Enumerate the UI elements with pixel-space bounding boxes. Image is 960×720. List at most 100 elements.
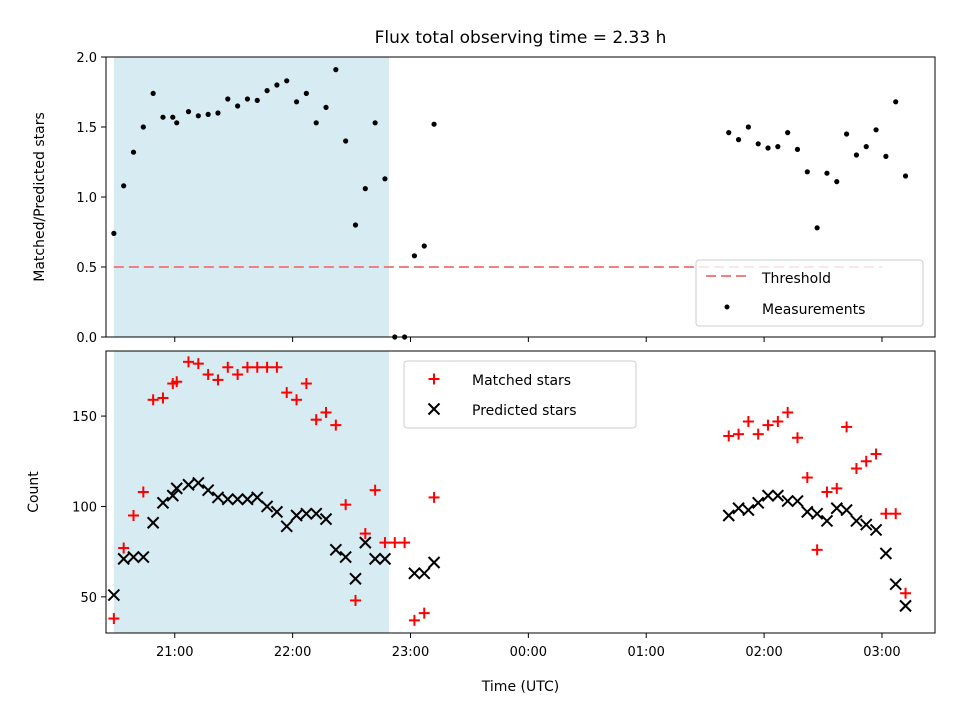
predicted-star-point (117, 552, 130, 566)
predicted-star-point (107, 588, 121, 602)
matched-star-point (192, 358, 204, 370)
measurement-point (873, 127, 879, 133)
x-tick-label: 03:00 (863, 645, 900, 660)
matched-star-point (340, 499, 352, 511)
measurement-point (195, 113, 201, 119)
matched-star-point (349, 594, 361, 606)
legend-matched-swatch (428, 373, 440, 385)
legend-matched-marker (428, 373, 440, 385)
matched-star-point (359, 528, 371, 540)
matched-star-point (733, 428, 745, 440)
measurement-point (824, 170, 830, 176)
predicted-star-point (211, 491, 225, 504)
matched-star-point (108, 613, 120, 625)
matched-star-point (428, 491, 440, 503)
y-axis-label: Matched/Predicted stars (32, 112, 48, 282)
matched-star-point (379, 537, 391, 549)
predicted-star-point (260, 500, 274, 513)
measurement-point (352, 222, 359, 228)
matched-star-point (850, 463, 862, 474)
predicted-star-point (820, 514, 834, 528)
matched-star-point (222, 361, 234, 373)
measurement-point (303, 90, 309, 96)
predicted-star-point (166, 489, 179, 502)
predicted-star-point (761, 489, 775, 502)
y-axis-ticks: 50 100 150 (72, 410, 106, 606)
measurement-point (431, 121, 437, 127)
predicted-star-points (107, 476, 912, 613)
measurement-point (254, 97, 260, 103)
measurement-point (170, 114, 176, 120)
predicted-star-point (368, 552, 382, 566)
matched-star-point (841, 421, 853, 433)
matched-star-point (762, 419, 774, 431)
measurement-point (785, 130, 791, 136)
measurement-point (843, 131, 850, 137)
measurement-point (121, 183, 127, 189)
measurement-point (421, 243, 427, 249)
predicted-star-point (840, 503, 853, 517)
matched-star-points (108, 356, 912, 626)
matched-star-point (330, 419, 342, 431)
y-tick-label: 1.5 (76, 121, 97, 136)
predicted-star-point (280, 520, 293, 533)
legend-predicted-marker (427, 402, 441, 416)
predicted-star-point (742, 503, 755, 517)
matched-star-point (271, 361, 283, 373)
predicted-star-point (722, 509, 735, 522)
measurement-point (755, 141, 761, 147)
measurement-point (264, 88, 270, 94)
measurement-point (745, 124, 751, 130)
measurement-point (225, 96, 231, 102)
predicted-star-point (339, 550, 352, 564)
legend-predicted-swatch (427, 402, 441, 416)
measurement-point (814, 225, 820, 231)
predicted-star-point (182, 478, 195, 491)
matched-star-point (281, 387, 293, 399)
matched-star-point (291, 394, 303, 406)
y-tick-label: 50 (80, 591, 97, 606)
matched-star-point (128, 510, 140, 521)
y-tick-label: 2.0 (76, 51, 97, 66)
predicted-star-point (850, 514, 863, 528)
matched-star-point (821, 486, 833, 498)
predicted-star-point (879, 547, 893, 560)
x-axis-ticks (174, 337, 883, 342)
predicted-star-point (869, 523, 883, 537)
matched-star-point (202, 369, 214, 380)
predicted-star-point (810, 507, 824, 520)
matched-star-point (782, 406, 794, 418)
predicted-star-point (359, 536, 372, 549)
measurement-point (333, 67, 339, 73)
matched-star-point (212, 374, 224, 386)
chart-title: Flux total observing time = 2.33 h (375, 28, 667, 48)
matched-star-point (791, 432, 803, 444)
predicted-star-point (801, 505, 814, 519)
matched-star-point (171, 376, 183, 388)
predicted-star-point (319, 512, 333, 526)
matched-star-point (723, 430, 735, 442)
matched-star-point (408, 614, 420, 626)
x-tick-label: 22:00 (274, 645, 311, 660)
matched-star-point (831, 482, 843, 494)
measurement-point (130, 149, 137, 155)
y-tick-label: 150 (72, 410, 97, 425)
y-tick-label: 1.0 (76, 191, 97, 206)
legend-measurement-label: Measurements (762, 302, 865, 318)
matched-star-point (261, 361, 273, 373)
measurement-point (343, 138, 349, 144)
matched-star-point (118, 542, 130, 554)
matched-star-point (900, 587, 912, 599)
matched-star-point (310, 414, 322, 426)
predicted-star-point (732, 502, 745, 515)
y-axis-ticks: 0.0 0.5 1.0 1.5 2.0 (76, 51, 106, 346)
predicted-star-point (781, 494, 794, 508)
measurement-point (274, 82, 280, 88)
predicted-star-point (408, 567, 421, 580)
predicted-star-point (889, 577, 902, 591)
measurement-points (111, 67, 909, 340)
measurement-point (160, 114, 166, 120)
matched-star-point (801, 472, 813, 484)
matched-star-point (399, 537, 411, 549)
